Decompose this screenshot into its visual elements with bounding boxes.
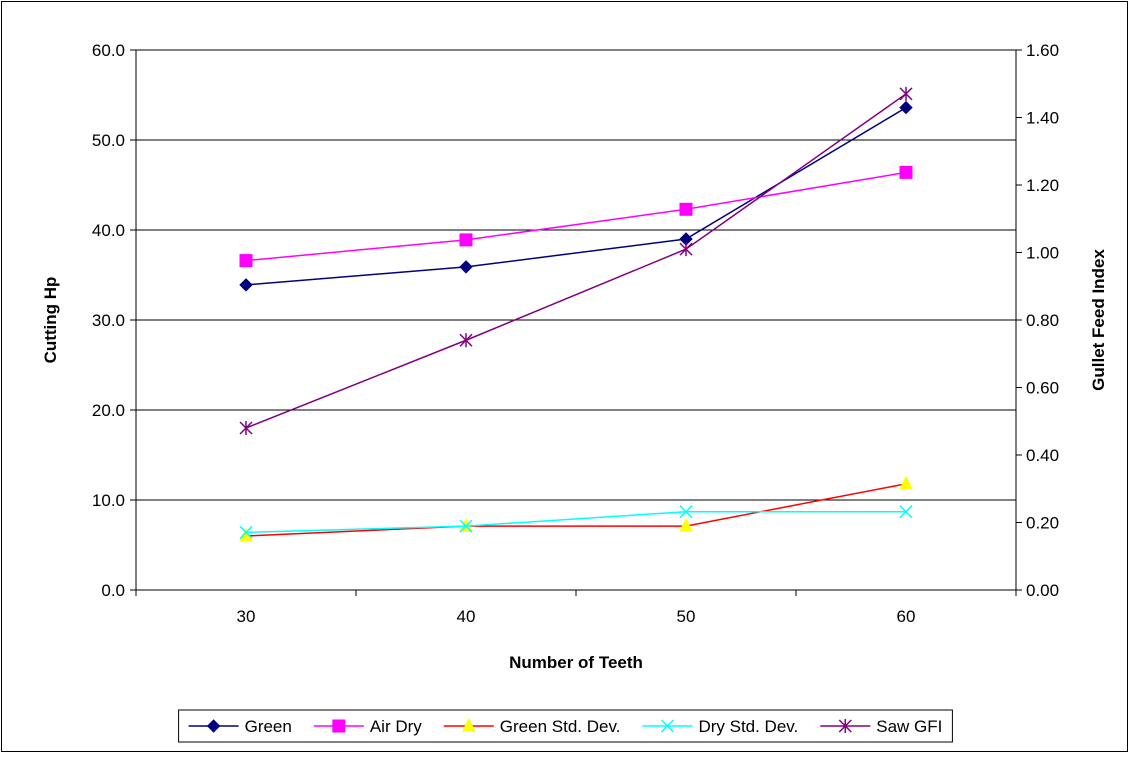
legend-label-green: Green [245, 717, 292, 736]
x-tick-label: 60 [897, 607, 916, 626]
y2-tick-label: 0.20 [1026, 514, 1059, 533]
axes-layer: 0.0 10.0 20.0 30.0 40.0 50.0 60.0 0.00 0.20 0.40 0… [92, 41, 1059, 626]
point-air-dry-0 [239, 254, 253, 268]
series-dry-std-dev [239, 505, 913, 539]
legend-marker-green [206, 719, 221, 733]
x-axis-title: Number of Teeth [509, 653, 643, 672]
legend-label-air-dry: Air Dry [370, 717, 422, 736]
point-dry-std-dev-0 [239, 525, 253, 539]
point-air-dry-2 [679, 202, 693, 216]
point-green-1 [459, 260, 473, 274]
legend-item-dry-std-dev: Dry Std. Dev. [642, 717, 798, 736]
y-tick-label: 40.0 [92, 221, 125, 240]
series-line-green [245, 106, 907, 286]
point-green-0 [239, 278, 253, 292]
y2-axis-title: Gullet Feed Index [1089, 249, 1108, 391]
y-tick-label: 10.0 [92, 491, 125, 510]
legend-marker-dry-std-dev [660, 719, 674, 733]
x-tick-label: 40 [457, 607, 476, 626]
legend-item-green: Green [188, 717, 292, 736]
y2-tick-label: 0.80 [1026, 311, 1059, 330]
point-dry-std-dev-2 [679, 505, 693, 519]
series-line-saw-gfi [245, 93, 907, 429]
legend-marker-green-std-dev [461, 717, 476, 732]
legend-marker-air-dry [332, 719, 346, 733]
x-tick-label: 50 [677, 607, 696, 626]
point-saw-gfi-3 [899, 86, 913, 101]
series-layer [239, 86, 913, 542]
y2-tick-label: 1.20 [1026, 176, 1059, 195]
legend-item-saw-gfi: Saw GFI [820, 717, 942, 736]
y-tick-label: 30.0 [92, 311, 125, 330]
y2-tick-label: 1.40 [1026, 109, 1059, 128]
point-saw-gfi-2 [679, 242, 693, 257]
x-tick-label: 30 [237, 607, 256, 626]
series-line-dry-std-dev [245, 510, 906, 534]
point-dry-std-dev-3-stroke-b [899, 505, 913, 519]
legend-item-air-dry: Air Dry [313, 717, 422, 736]
y2-tick-label: 1.00 [1026, 244, 1059, 263]
point-dry-std-dev-0-stroke-b [239, 525, 253, 539]
series-line-green-std-dev [245, 483, 907, 537]
legend: Green Air Dry Green Std. Dev. Dry Std. Dev.… [178, 709, 953, 743]
legend-box [178, 709, 953, 743]
y-tick-label: 50.0 [92, 131, 125, 150]
legend-label-green-std-dev: Green Std. Dev. [500, 717, 621, 736]
point-air-dry-1 [459, 233, 473, 247]
series-green-std-dev [239, 475, 913, 542]
point-dry-std-dev-3 [899, 505, 913, 519]
point-saw-gfi-0 [239, 421, 253, 435]
legend-marker-dry-std-dev-stroke-b [660, 719, 674, 733]
y2-tick-label: 1.60 [1026, 41, 1059, 60]
point-air-dry-3 [899, 165, 913, 179]
y2-tick-label: 0.40 [1026, 446, 1059, 465]
point-dry-std-dev-1-stroke-b [459, 519, 473, 533]
series-saw-gfi [239, 86, 913, 435]
legend-label-dry-std-dev: Dry Std. Dev. [698, 717, 798, 736]
point-green-std-dev-3 [899, 475, 913, 490]
series-green [239, 100, 913, 292]
series-line-air-dry [245, 171, 907, 262]
y-tick-label: 60.0 [92, 41, 125, 60]
legend-items: Green Air Dry Green Std. Dev. Dry Std. Dev.… [188, 717, 942, 736]
series-air-dry [239, 165, 913, 268]
point-dry-std-dev-2-stroke-b [679, 505, 693, 519]
legend-marker-saw-gfi [838, 719, 852, 733]
point-dry-std-dev-1 [459, 519, 473, 533]
legend-label-saw-gfi: Saw GFI [876, 717, 942, 736]
point-green-3 [899, 100, 913, 115]
y2-tick-label: 0.60 [1026, 379, 1059, 398]
point-green-std-dev-2 [679, 517, 693, 532]
point-green-std-dev-0 [239, 527, 253, 542]
grid-layer [136, 49, 1016, 501]
y-tick-label: 20.0 [92, 401, 125, 420]
point-saw-gfi-1 [459, 333, 473, 348]
y-tick-label: 0.0 [101, 581, 125, 600]
legend-item-green-std-dev: Green Std. Dev. [443, 717, 621, 736]
y2-tick-label: 0.00 [1026, 581, 1059, 600]
y-axis-title: Cutting Hp [41, 277, 60, 364]
